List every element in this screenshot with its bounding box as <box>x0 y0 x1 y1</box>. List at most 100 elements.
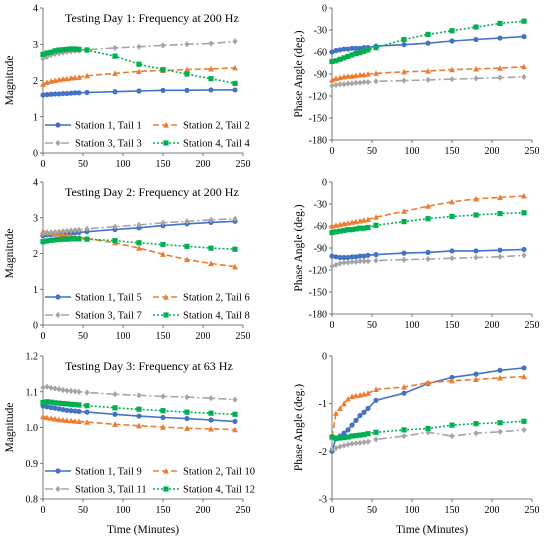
data-point <box>64 236 70 242</box>
x-tick-label: 100 <box>405 505 420 516</box>
data-point <box>449 248 455 254</box>
x-tick-label: 100 <box>116 331 131 342</box>
data-point <box>60 47 66 53</box>
data-point <box>208 245 214 251</box>
x-tick-label: 0 <box>330 146 335 157</box>
legend-swatch-marker <box>55 311 61 319</box>
data-point <box>365 390 371 396</box>
data-point <box>349 45 355 51</box>
data-point <box>337 254 343 261</box>
data-point <box>40 51 46 57</box>
data-point <box>473 24 479 30</box>
legend-item: Station 4, Tail 4 <box>153 139 250 150</box>
data-point <box>341 81 347 88</box>
x-tick-label: 200 <box>196 159 211 170</box>
data-point <box>341 430 347 436</box>
data-point <box>48 91 54 97</box>
data-point <box>353 258 359 266</box>
series-4 <box>40 46 238 86</box>
data-point <box>184 425 190 431</box>
x-axis-label-right: Time (Minutes) <box>396 524 468 536</box>
series-3 <box>329 73 527 89</box>
data-point <box>361 258 367 265</box>
data-point <box>232 426 238 433</box>
legend-swatch-marker <box>55 294 61 300</box>
data-point <box>473 75 479 82</box>
y-tick-label: 0 <box>322 4 327 15</box>
data-point <box>56 91 62 97</box>
chart-panel-3: 0 1 2 3 4 0 50 100 150 200 250 Magnitude Testing Day… <box>4 178 251 343</box>
data-point <box>112 421 118 427</box>
data-point <box>184 41 190 48</box>
data-point <box>473 36 479 43</box>
data-point <box>40 239 46 245</box>
y-tick-label: -30 <box>314 26 327 37</box>
data-point <box>361 253 367 259</box>
data-point <box>72 74 78 81</box>
data-point <box>361 78 367 86</box>
data-point <box>357 258 363 265</box>
data-point <box>60 228 66 235</box>
data-point <box>84 389 90 396</box>
data-point <box>112 405 118 411</box>
data-point <box>473 65 479 72</box>
data-point <box>160 414 166 421</box>
chart-panel-1: 0 1 2 3 4 0 50 100 150 200 250 Magnitude Testing Day… <box>4 4 251 171</box>
x-tick-label: 150 <box>445 146 460 157</box>
data-point <box>208 87 214 93</box>
series-3 <box>40 215 238 237</box>
data-point <box>341 259 347 266</box>
series-4 <box>40 399 238 417</box>
data-point <box>52 91 58 97</box>
data-point <box>361 409 367 415</box>
chart-panel-5: 0.8 0.9 1.0 1.1 1.2 0 50 100 150 200 250 Magnitude T… <box>4 352 255 517</box>
data-point <box>52 385 58 392</box>
data-point <box>373 252 379 258</box>
data-point <box>184 87 190 93</box>
legend-label: Station 4, Tail 8 <box>183 311 250 322</box>
data-point <box>345 259 351 266</box>
y-tick-label: -90 <box>314 70 327 81</box>
data-point <box>160 393 166 400</box>
legend-label: Station 1, Tail 5 <box>75 293 142 304</box>
series-4 <box>329 418 527 442</box>
data-point <box>76 388 82 395</box>
data-point <box>44 399 50 405</box>
series-1 <box>40 403 238 425</box>
x-tick-label: 0 <box>41 331 46 342</box>
data-point <box>232 396 238 403</box>
data-point <box>345 46 351 52</box>
series-3 <box>329 252 527 270</box>
y-tick-label: 1.0 <box>26 423 39 434</box>
data-point <box>333 261 339 268</box>
y-tick-label: 2 <box>33 249 38 260</box>
y-tick-label: 1 <box>33 112 38 123</box>
data-point <box>401 427 407 433</box>
data-point <box>40 230 46 237</box>
data-point <box>497 194 503 200</box>
data-point <box>232 80 238 86</box>
data-point <box>521 365 527 371</box>
data-point <box>337 81 343 88</box>
data-point <box>365 431 371 437</box>
y-tick-label: -90 <box>314 244 327 255</box>
data-point <box>349 258 355 266</box>
x-tick-label: 0 <box>41 159 46 170</box>
y-tick-label: -3 <box>319 495 327 506</box>
data-point <box>345 441 351 448</box>
x-tick-label: 100 <box>116 505 131 516</box>
data-point <box>357 439 363 446</box>
legend-label: Station 2, Tail 2 <box>183 121 250 132</box>
legend-swatch-marker <box>163 140 169 146</box>
x-tick-label: 100 <box>405 320 420 331</box>
data-point <box>521 418 527 424</box>
x-tick-label: 50 <box>78 505 88 516</box>
data-point <box>56 228 62 235</box>
data-point <box>84 47 90 53</box>
data-point <box>44 238 50 244</box>
data-point <box>349 433 355 439</box>
data-point <box>329 49 335 55</box>
y-tick-label: 4 <box>33 178 38 189</box>
data-point <box>329 253 335 259</box>
